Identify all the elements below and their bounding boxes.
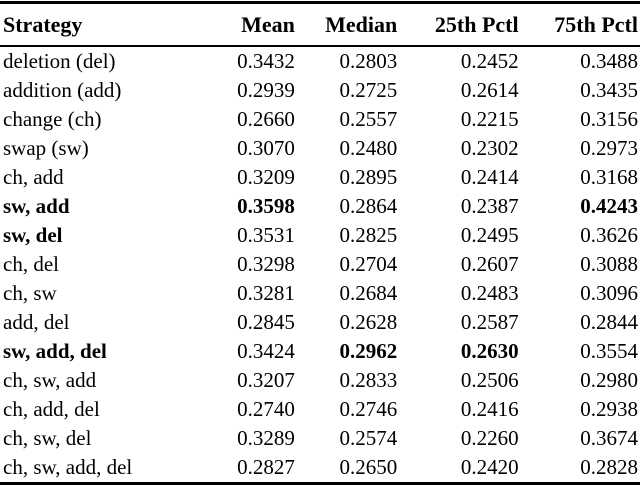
cell-25th-pctl: 0.2483 xyxy=(460,281,519,305)
table-row: change (ch) 0.2660 0.2557 0.2215 0.3156 xyxy=(0,105,640,134)
cell-strategy: change (ch) xyxy=(3,107,102,131)
table-row: ch, add 0.3209 0.2895 0.2414 0.3168 xyxy=(0,163,640,192)
cell-strategy: ch, add xyxy=(3,165,64,189)
cell-mean: 0.2845 xyxy=(237,310,295,334)
cell-75th-pctl: 0.3626 xyxy=(580,223,638,247)
cell-strategy: addition (add) xyxy=(3,78,122,102)
cell-strategy: sw, add, del xyxy=(3,339,107,363)
cell-median: 0.2895 xyxy=(339,165,398,189)
cell-25th-pctl: 0.2387 xyxy=(460,194,519,218)
cell-median: 0.2628 xyxy=(339,310,398,334)
cell-median: 0.2704 xyxy=(339,252,398,276)
table-row: deletion (del) 0.3432 0.2803 0.2452 0.34… xyxy=(0,46,640,76)
cell-mean: 0.3070 xyxy=(237,136,295,160)
cell-mean: 0.2827 xyxy=(237,455,295,479)
cell-strategy: sw, add xyxy=(3,194,70,218)
col-header-25th-pctl: 25th Pctl xyxy=(397,2,519,47)
cell-75th-pctl: 0.3088 xyxy=(580,252,638,276)
cell-25th-pctl: 0.2630 xyxy=(460,339,519,363)
cell-25th-pctl: 0.2416 xyxy=(460,397,519,421)
cell-75th-pctl: 0.2980 xyxy=(580,368,638,392)
cell-strategy: ch, sw, add, del xyxy=(3,455,133,479)
cell-median: 0.2725 xyxy=(339,78,398,102)
table-row: swap (sw) 0.3070 0.2480 0.2302 0.2973 xyxy=(0,134,640,163)
cell-75th-pctl: 0.3488 xyxy=(580,49,638,73)
table-row: sw, add 0.3598 0.2864 0.2387 0.4243 xyxy=(0,192,640,221)
cell-mean: 0.2939 xyxy=(237,78,295,102)
table-row: sw, del 0.3531 0.2825 0.2495 0.3626 xyxy=(0,221,640,250)
cell-mean: 0.3598 xyxy=(237,194,295,218)
col-header-median: Median xyxy=(294,2,398,47)
table-row: sw, add, del 0.3424 0.2962 0.2630 0.3554 xyxy=(0,337,640,366)
cell-75th-pctl: 0.3168 xyxy=(580,165,638,189)
table-row: ch, add, del 0.2740 0.2746 0.2416 0.2938 xyxy=(0,395,640,424)
cell-mean: 0.3209 xyxy=(237,165,295,189)
table-row: add, del 0.2845 0.2628 0.2587 0.2844 xyxy=(0,308,640,337)
cell-mean: 0.3432 xyxy=(237,49,295,73)
cell-25th-pctl: 0.2452 xyxy=(460,49,519,73)
col-header-strategy: Strategy xyxy=(0,2,225,47)
cell-75th-pctl: 0.2828 xyxy=(580,455,638,479)
results-table: Strategy Mean Median 25th Pctl 75th Pctl… xyxy=(0,1,640,485)
cell-median: 0.2746 xyxy=(339,397,398,421)
cell-75th-pctl: 0.3156 xyxy=(580,107,638,131)
cell-median: 0.2480 xyxy=(339,136,398,160)
table-row: ch, sw, add 0.3207 0.2833 0.2506 0.2980 xyxy=(0,366,640,395)
cell-25th-pctl: 0.2614 xyxy=(460,78,519,102)
cell-25th-pctl: 0.2420 xyxy=(460,455,519,479)
cell-strategy: add, del xyxy=(3,310,70,334)
cell-strategy: sw, del xyxy=(3,223,63,247)
table-row: ch, sw, del 0.3289 0.2574 0.2260 0.3674 xyxy=(0,424,640,453)
cell-75th-pctl: 0.2938 xyxy=(580,397,638,421)
table-row: ch, del 0.3298 0.2704 0.2607 0.3088 xyxy=(0,250,640,279)
cell-25th-pctl: 0.2587 xyxy=(460,310,519,334)
cell-median: 0.2825 xyxy=(339,223,398,247)
cell-75th-pctl: 0.3435 xyxy=(580,78,638,102)
table-row: ch, sw, add, del 0.2827 0.2650 0.2420 0.… xyxy=(0,453,640,484)
cell-median: 0.2650 xyxy=(339,455,398,479)
table-row: addition (add) 0.2939 0.2725 0.2614 0.34… xyxy=(0,76,640,105)
cell-75th-pctl: 0.3096 xyxy=(580,281,638,305)
cell-mean: 0.3289 xyxy=(237,426,295,450)
cell-mean: 0.2740 xyxy=(237,397,295,421)
cell-75th-pctl: 0.2844 xyxy=(580,310,638,334)
cell-75th-pctl: 0.3554 xyxy=(580,339,638,363)
cell-median: 0.2803 xyxy=(339,49,398,73)
cell-25th-pctl: 0.2215 xyxy=(460,107,519,131)
cell-75th-pctl: 0.3674 xyxy=(580,426,638,450)
cell-median: 0.2684 xyxy=(339,281,398,305)
cell-75th-pctl: 0.4243 xyxy=(580,194,638,218)
cell-mean: 0.3207 xyxy=(237,368,295,392)
cell-strategy: deletion (del) xyxy=(3,49,116,73)
cell-25th-pctl: 0.2414 xyxy=(460,165,519,189)
cell-25th-pctl: 0.2506 xyxy=(460,368,519,392)
cell-strategy: ch, del xyxy=(3,252,59,276)
cell-median: 0.2833 xyxy=(339,368,398,392)
cell-median: 0.2574 xyxy=(339,426,398,450)
cell-median: 0.2864 xyxy=(339,194,398,218)
cell-median: 0.2962 xyxy=(339,339,398,363)
cell-mean: 0.3531 xyxy=(237,223,295,247)
cell-mean: 0.3424 xyxy=(237,339,295,363)
table-row: ch, sw 0.3281 0.2684 0.2483 0.3096 xyxy=(0,279,640,308)
cell-median: 0.2557 xyxy=(339,107,398,131)
cell-25th-pctl: 0.2607 xyxy=(460,252,519,276)
cell-25th-pctl: 0.2495 xyxy=(460,223,519,247)
cell-mean: 0.3281 xyxy=(237,281,295,305)
cell-strategy: ch, sw, del xyxy=(3,426,92,450)
header-row: Strategy Mean Median 25th Pctl 75th Pctl xyxy=(0,2,640,47)
cell-75th-pctl: 0.2973 xyxy=(580,136,638,160)
col-header-mean: Mean xyxy=(224,2,295,47)
cell-strategy: ch, add, del xyxy=(3,397,100,421)
cell-strategy: ch, sw, add xyxy=(3,368,97,392)
cell-25th-pctl: 0.2260 xyxy=(460,426,519,450)
cell-25th-pctl: 0.2302 xyxy=(460,136,519,160)
cell-strategy: ch, sw xyxy=(3,281,57,305)
cell-mean: 0.3298 xyxy=(237,252,295,276)
cell-mean: 0.2660 xyxy=(237,107,295,131)
col-header-75th-pctl: 75th Pctl xyxy=(518,2,640,47)
cell-strategy: swap (sw) xyxy=(3,136,89,160)
